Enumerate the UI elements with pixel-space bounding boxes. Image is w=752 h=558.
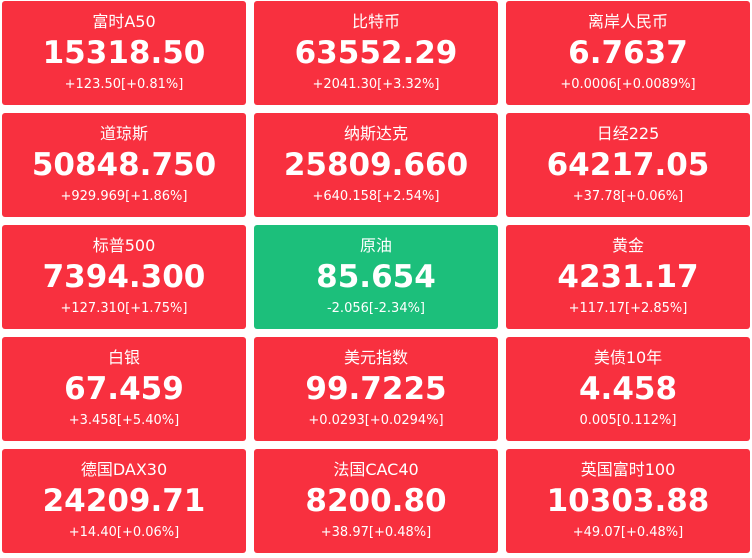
quote-change: +929.969[+1.86%]: [60, 189, 188, 204]
quote-price: 15318.50: [42, 35, 206, 71]
quote-price: 4231.17: [557, 259, 699, 295]
quote-tile[interactable]: 黄金 4231.17 +117.17[+2.85%]: [506, 225, 750, 329]
quote-name: 纳斯达克: [343, 124, 408, 143]
quote-tile[interactable]: 法国CAC40 8200.80 +38.97[+0.48%]: [254, 449, 498, 553]
quote-price: 63552.29: [294, 35, 458, 71]
quote-price: 6.7637: [568, 35, 688, 71]
quote-name: 道琼斯: [99, 124, 148, 143]
quote-tile[interactable]: 纳斯达克 25809.660 +640.158[+2.54%]: [254, 113, 498, 217]
quote-change: +49.07[+0.48%]: [572, 525, 684, 540]
quote-name: 比特币: [351, 12, 400, 31]
quote-change: +123.50[+0.81%]: [64, 77, 184, 92]
quote-name: 美债10年: [593, 348, 663, 367]
quote-name: 日经225: [596, 124, 660, 143]
quote-name: 英国富时100: [580, 460, 676, 479]
quote-name: 富时A50: [92, 12, 156, 31]
quote-price: 25809.660: [283, 147, 469, 183]
quote-change: -2.056[-2.34%]: [326, 301, 426, 316]
quote-tile[interactable]: 美元指数 99.7225 +0.0293[+0.0294%]: [254, 337, 498, 441]
quote-tile[interactable]: 标普500 7394.300 +127.310[+1.75%]: [2, 225, 246, 329]
quote-tile[interactable]: 富时A50 15318.50 +123.50[+0.81%]: [2, 1, 246, 105]
quote-name: 离岸人民币: [587, 12, 668, 31]
quote-price: 24209.71: [42, 483, 206, 519]
quote-change: +0.0006[+0.0089%]: [560, 77, 696, 92]
quote-change: 0.005[0.112%]: [579, 413, 677, 428]
quote-name: 标普500: [92, 236, 156, 255]
quote-price: 4.458: [578, 371, 678, 407]
quote-price: 67.459: [64, 371, 184, 407]
quote-change: +37.78[+0.06%]: [572, 189, 684, 204]
quote-change: +640.158[+2.54%]: [312, 189, 440, 204]
quote-tile[interactable]: 离岸人民币 6.7637 +0.0006[+0.0089%]: [506, 1, 750, 105]
quote-name: 德国DAX30: [80, 460, 168, 479]
quote-tile[interactable]: 原油 85.654 -2.056[-2.34%]: [254, 225, 498, 329]
quote-tile[interactable]: 比特币 63552.29 +2041.30[+3.32%]: [254, 1, 498, 105]
quote-price: 8200.80: [305, 483, 447, 519]
quote-tile[interactable]: 道琼斯 50848.750 +929.969[+1.86%]: [2, 113, 246, 217]
quote-price: 99.7225: [305, 371, 447, 407]
quote-name: 原油: [359, 236, 392, 255]
quote-name: 白银: [107, 348, 140, 367]
quote-price: 85.654: [316, 259, 436, 295]
quote-tile[interactable]: 美债10年 4.458 0.005[0.112%]: [506, 337, 750, 441]
quote-price: 64217.05: [546, 147, 710, 183]
quote-tile[interactable]: 日经225 64217.05 +37.78[+0.06%]: [506, 113, 750, 217]
quote-change: +2041.30[+3.32%]: [312, 77, 440, 92]
quote-tile[interactable]: 白银 67.459 +3.458[+5.40%]: [2, 337, 246, 441]
quote-price: 7394.300: [42, 259, 206, 295]
quote-name: 美元指数: [343, 348, 408, 367]
quote-tile[interactable]: 德国DAX30 24209.71 +14.40[+0.06%]: [2, 449, 246, 553]
quote-change: +117.17[+2.85%]: [568, 301, 688, 316]
quote-price: 10303.88: [546, 483, 710, 519]
quote-change: +14.40[+0.06%]: [68, 525, 180, 540]
quote-price: 50848.750: [31, 147, 217, 183]
quote-change: +3.458[+5.40%]: [68, 413, 180, 428]
quote-name: 黄金: [611, 236, 644, 255]
quote-change: +127.310[+1.75%]: [60, 301, 188, 316]
quote-change: +0.0293[+0.0294%]: [308, 413, 444, 428]
quote-tile[interactable]: 英国富时100 10303.88 +49.07[+0.48%]: [506, 449, 750, 553]
quote-name: 法国CAC40: [333, 460, 419, 479]
quote-change: +38.97[+0.48%]: [320, 525, 432, 540]
